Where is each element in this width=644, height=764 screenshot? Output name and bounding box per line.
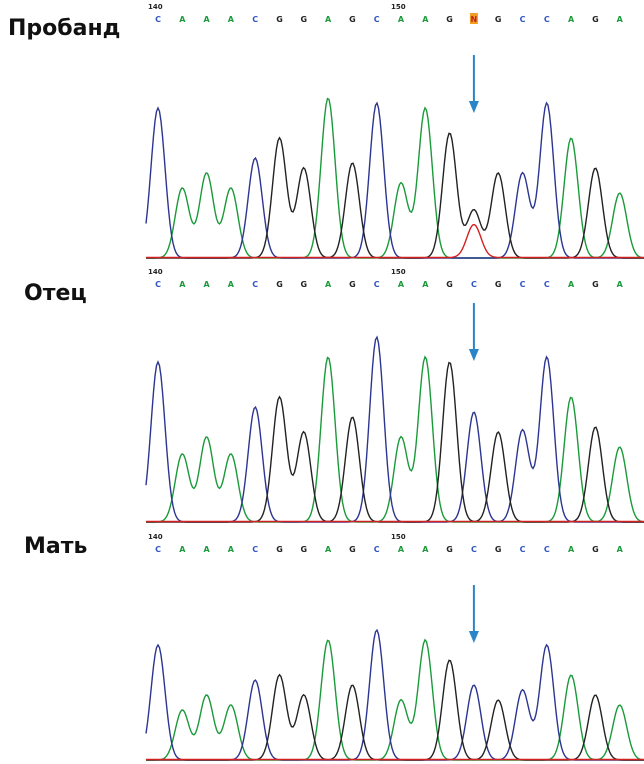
base-call: G bbox=[301, 545, 308, 554]
base-call: C bbox=[544, 545, 550, 554]
base-call: G bbox=[495, 280, 502, 289]
arrow-head bbox=[469, 349, 479, 361]
chromatogram-panel: Отец 140 150 C A A A C G G A G C A A G C G C C A G A bbox=[24, 268, 644, 522]
base-call: A bbox=[325, 15, 332, 24]
position-number: 140 bbox=[148, 533, 163, 541]
trace-c bbox=[146, 337, 644, 522]
base-call: A bbox=[398, 545, 405, 554]
base-call: C bbox=[544, 15, 550, 24]
base-call: C bbox=[155, 545, 161, 554]
base-call: G bbox=[592, 545, 599, 554]
trace-c bbox=[146, 103, 644, 258]
chromatogram-panel: Пробанд 140 150 C A A A C G G A G C A A G N G C C A G A bbox=[8, 3, 644, 258]
base-call: A bbox=[422, 280, 429, 289]
base-call: C bbox=[520, 545, 526, 554]
position-number: 140 bbox=[148, 268, 163, 276]
base-call: A bbox=[568, 545, 575, 554]
sample-label: Мать bbox=[24, 534, 87, 559]
arrow-head bbox=[469, 101, 479, 113]
arrow-head bbox=[469, 631, 479, 643]
base-call: G bbox=[349, 545, 356, 554]
base-call: G bbox=[446, 545, 453, 554]
base-call: A bbox=[203, 545, 210, 554]
base-call: A bbox=[228, 15, 235, 24]
base-call: C bbox=[520, 280, 526, 289]
base-call: G bbox=[495, 545, 502, 554]
chromatogram-figure: Пробанд 140 150 C A A A C G G A G C A A G N G C C A G A Отец 140… bbox=[0, 0, 644, 764]
base-call: C bbox=[471, 280, 477, 289]
base-call: G bbox=[495, 15, 502, 24]
chromatogram-panel: Мать 140 150 C A A A C G G A G C A A G C G C C A G A bbox=[24, 533, 644, 760]
base-call: C bbox=[374, 545, 380, 554]
trace-c bbox=[146, 630, 644, 760]
base-call: A bbox=[228, 545, 235, 554]
base-call: A bbox=[422, 15, 429, 24]
base-call: G bbox=[276, 280, 283, 289]
base-call: A bbox=[422, 545, 429, 554]
trace-g bbox=[146, 363, 644, 522]
base-call: A bbox=[617, 545, 624, 554]
base-call: A bbox=[179, 545, 186, 554]
base-call: C bbox=[471, 545, 477, 554]
base-call: N bbox=[471, 15, 478, 24]
base-call: A bbox=[228, 280, 235, 289]
base-call: C bbox=[520, 15, 526, 24]
position-number: 150 bbox=[391, 3, 406, 11]
base-call: A bbox=[617, 15, 624, 24]
base-call: C bbox=[252, 280, 258, 289]
base-call: C bbox=[252, 15, 258, 24]
base-call: A bbox=[398, 280, 405, 289]
trace-g bbox=[146, 133, 644, 258]
base-call: C bbox=[252, 545, 258, 554]
position-number: 140 bbox=[148, 3, 163, 11]
base-call: C bbox=[374, 15, 380, 24]
base-call: A bbox=[203, 15, 210, 24]
position-number: 150 bbox=[391, 268, 406, 276]
base-call: A bbox=[398, 15, 405, 24]
base-call: A bbox=[568, 280, 575, 289]
base-call: G bbox=[349, 15, 356, 24]
base-call: G bbox=[592, 15, 599, 24]
base-call: C bbox=[544, 280, 550, 289]
base-call: G bbox=[446, 280, 453, 289]
base-call: C bbox=[155, 280, 161, 289]
base-call: G bbox=[446, 15, 453, 24]
trace-a bbox=[146, 357, 644, 522]
base-call: A bbox=[325, 545, 332, 554]
base-call: C bbox=[155, 15, 161, 24]
trace-a bbox=[146, 640, 644, 760]
base-call: A bbox=[568, 15, 575, 24]
base-call: A bbox=[325, 280, 332, 289]
base-call: G bbox=[301, 15, 308, 24]
trace-g bbox=[146, 660, 644, 760]
base-call: G bbox=[301, 280, 308, 289]
base-call: A bbox=[617, 280, 624, 289]
base-call: A bbox=[203, 280, 210, 289]
base-call: A bbox=[179, 280, 186, 289]
base-call: A bbox=[179, 15, 186, 24]
trace-a bbox=[146, 99, 644, 258]
sample-label: Отец bbox=[24, 281, 87, 306]
position-number: 150 bbox=[391, 533, 406, 541]
base-call: G bbox=[276, 15, 283, 24]
base-call: G bbox=[349, 280, 356, 289]
base-call: G bbox=[592, 280, 599, 289]
base-call: G bbox=[276, 545, 283, 554]
base-call: C bbox=[374, 280, 380, 289]
sample-label: Пробанд bbox=[8, 16, 120, 41]
